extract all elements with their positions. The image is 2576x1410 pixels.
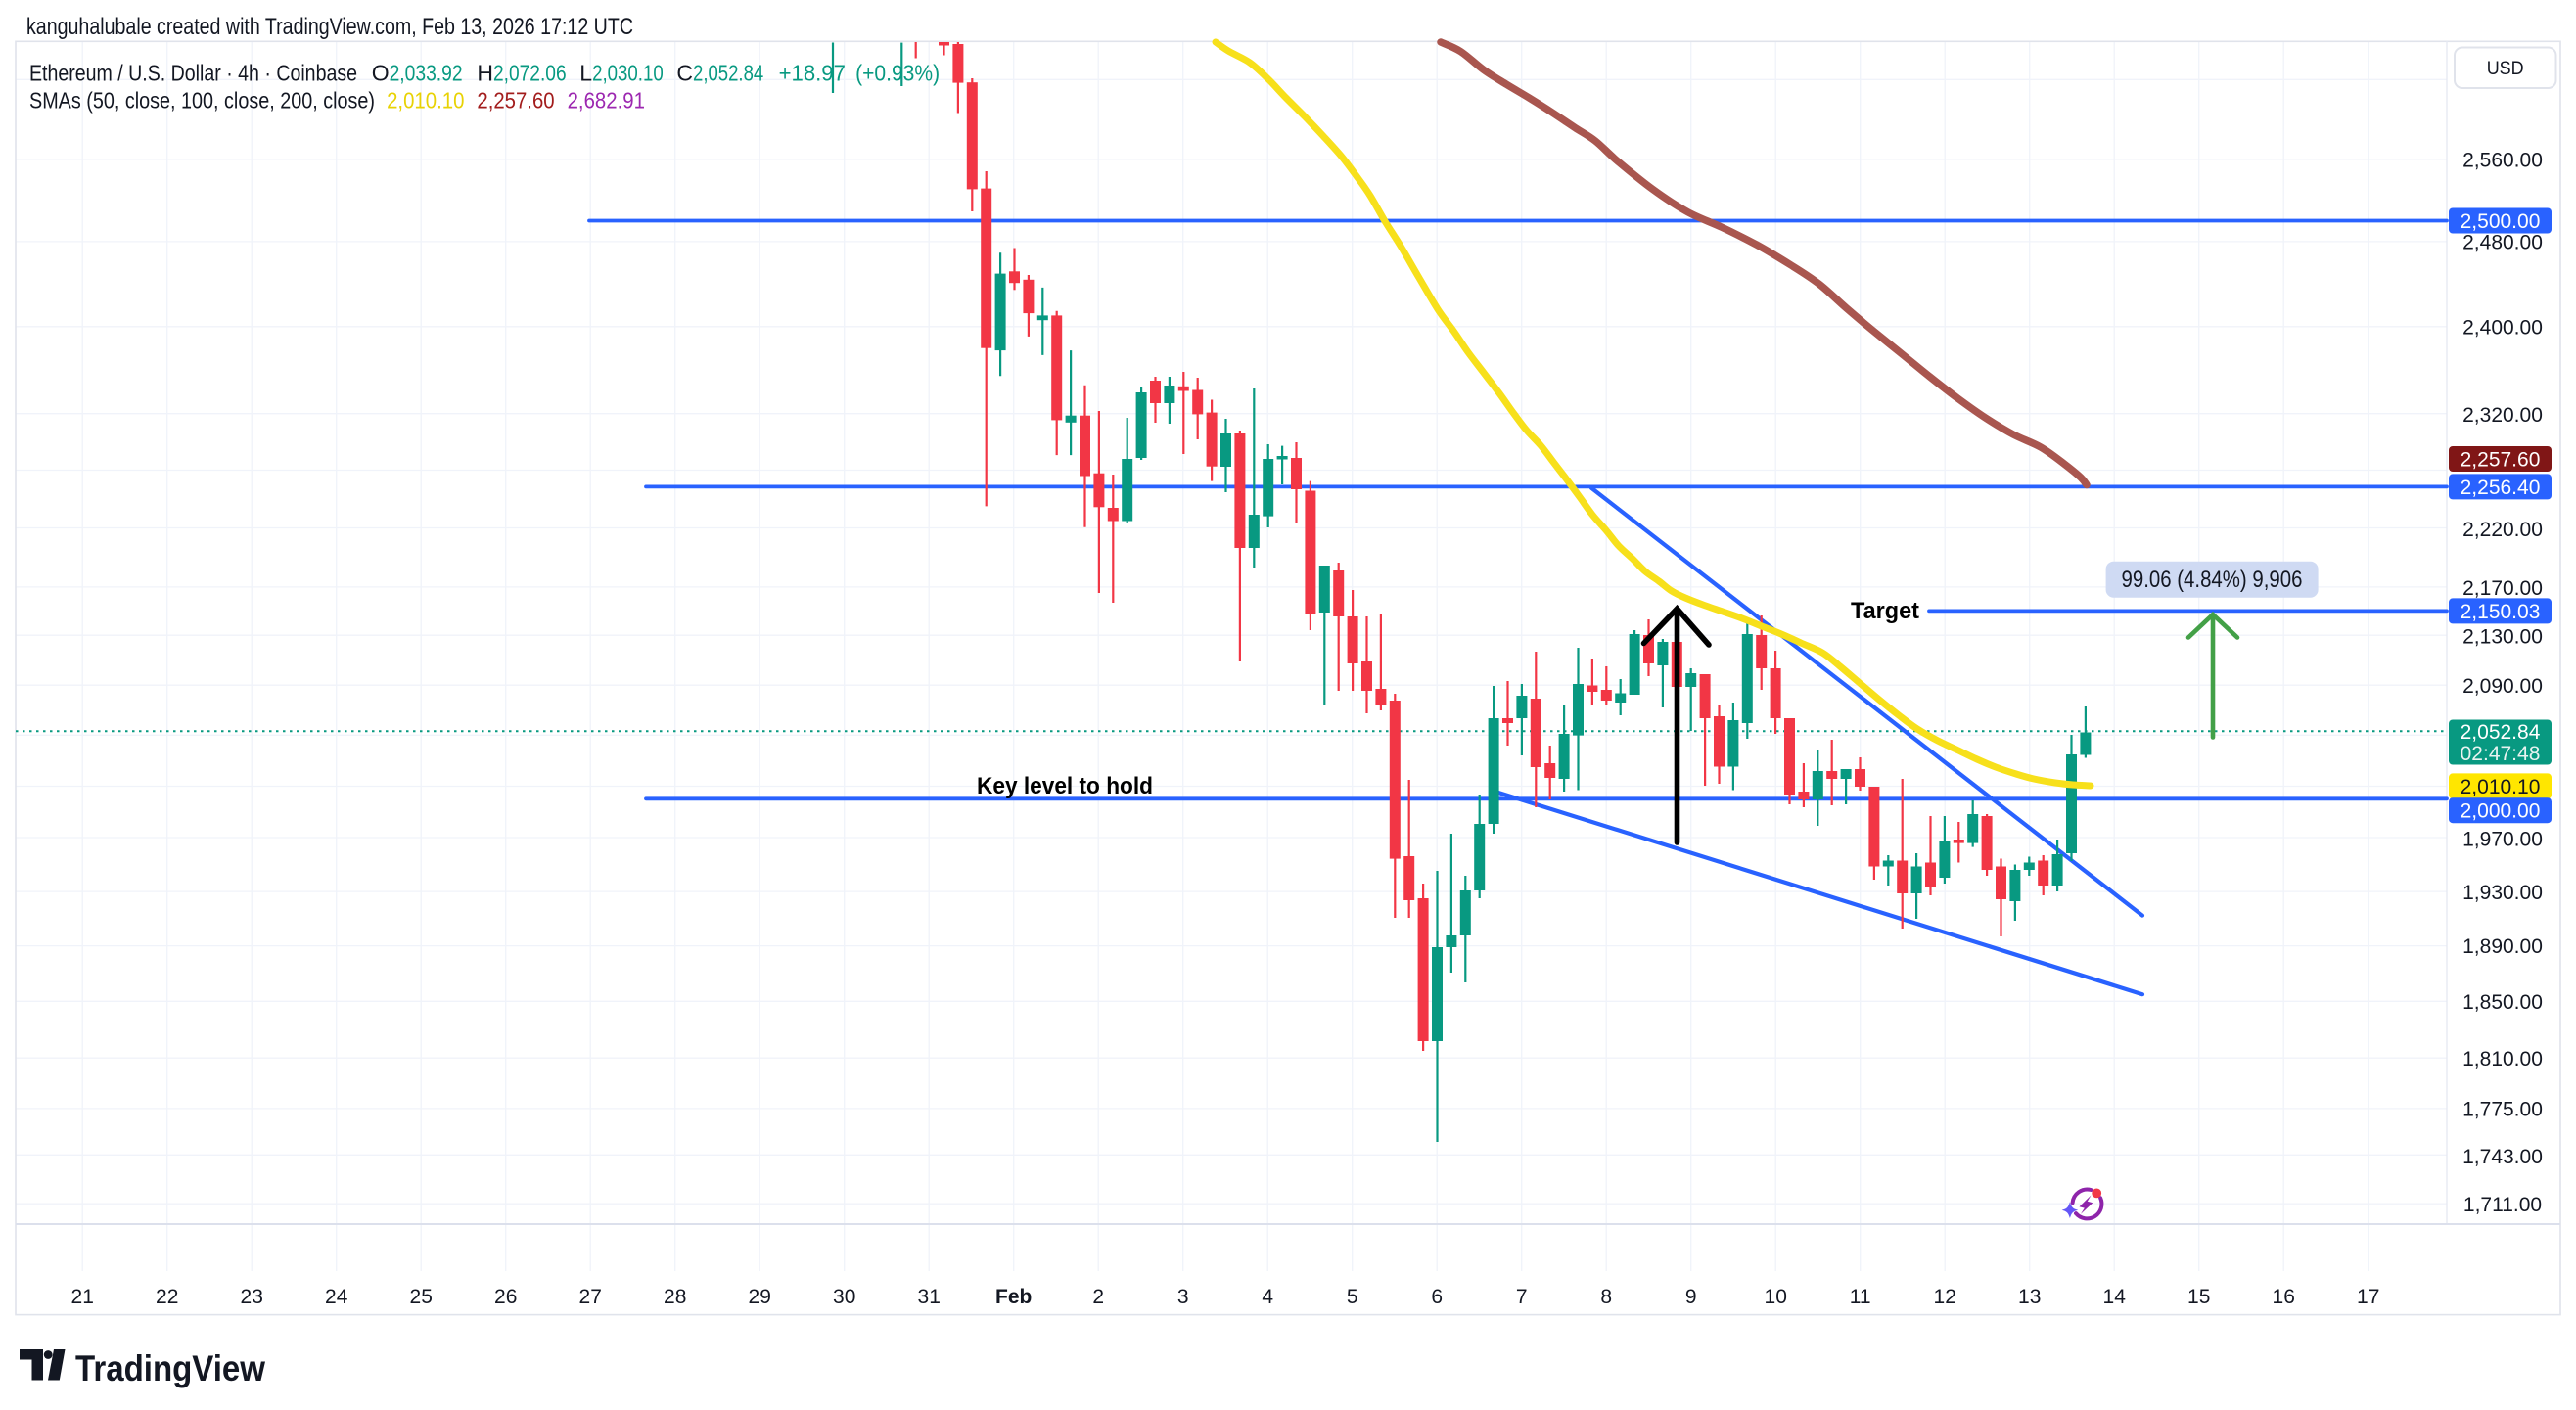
svg-text:2,130.00: 2,130.00 bbox=[2462, 626, 2543, 649]
svg-text:2,560.00: 2,560.00 bbox=[2462, 149, 2543, 171]
svg-text:1,775.00: 1,775.00 bbox=[2462, 1099, 2543, 1121]
svg-text:6: 6 bbox=[1431, 1286, 1443, 1308]
svg-text:1,810.00: 1,810.00 bbox=[2462, 1048, 2543, 1070]
svg-text:9: 9 bbox=[1685, 1286, 1697, 1308]
svg-text:USD: USD bbox=[2487, 59, 2524, 79]
svg-text:30: 30 bbox=[833, 1286, 855, 1308]
svg-text:SMAs (50, close, 100, close, 2: SMAs (50, close, 100, close, 200, close) bbox=[29, 88, 375, 114]
svg-text:1,850.00: 1,850.00 bbox=[2462, 991, 2543, 1014]
svg-text:kanguhalubale created with Tra: kanguhalubale created with TradingView.c… bbox=[26, 14, 633, 40]
svg-text:23: 23 bbox=[241, 1286, 263, 1308]
svg-text:11: 11 bbox=[1850, 1286, 1871, 1308]
svg-text:2,150.03: 2,150.03 bbox=[2461, 601, 2541, 623]
svg-text:2,400.00: 2,400.00 bbox=[2462, 316, 2543, 339]
svg-text:1,743.00: 1,743.00 bbox=[2462, 1146, 2543, 1168]
svg-text:22: 22 bbox=[156, 1286, 178, 1308]
svg-text:10: 10 bbox=[1765, 1286, 1787, 1308]
svg-text:3: 3 bbox=[1177, 1286, 1189, 1308]
svg-text:2,010.10: 2,010.10 bbox=[2461, 776, 2541, 798]
svg-text:2,030.10: 2,030.10 bbox=[592, 61, 664, 86]
svg-text:2,500.00: 2,500.00 bbox=[2461, 210, 2541, 233]
svg-text:31: 31 bbox=[918, 1286, 941, 1308]
svg-text:2,170.00: 2,170.00 bbox=[2462, 577, 2543, 600]
svg-text:2,052.84: 2,052.84 bbox=[693, 61, 763, 86]
svg-text:O: O bbox=[372, 61, 390, 86]
svg-text:16: 16 bbox=[2273, 1286, 2295, 1308]
svg-text:02:47:48: 02:47:48 bbox=[2461, 743, 2541, 765]
svg-text:1,930.00: 1,930.00 bbox=[2462, 882, 2543, 904]
svg-text:2,257.60: 2,257.60 bbox=[2461, 449, 2541, 472]
svg-text:1,970.00: 1,970.00 bbox=[2462, 828, 2543, 850]
svg-text:29: 29 bbox=[749, 1286, 771, 1308]
svg-text:TradingView: TradingView bbox=[75, 1348, 265, 1388]
svg-text:2,257.60: 2,257.60 bbox=[477, 88, 554, 114]
svg-text:4: 4 bbox=[1262, 1286, 1273, 1308]
svg-text:27: 27 bbox=[579, 1286, 602, 1308]
svg-text:7: 7 bbox=[1516, 1286, 1528, 1308]
svg-text:1,711.00: 1,711.00 bbox=[2463, 1194, 2542, 1216]
svg-text:12: 12 bbox=[1934, 1286, 1956, 1308]
svg-text:H: H bbox=[477, 61, 493, 86]
svg-text:15: 15 bbox=[2187, 1286, 2210, 1308]
svg-text:1,890.00: 1,890.00 bbox=[2462, 935, 2543, 958]
svg-text:21: 21 bbox=[71, 1286, 94, 1308]
svg-text:26: 26 bbox=[494, 1286, 517, 1308]
svg-text:Feb: Feb bbox=[995, 1286, 1032, 1308]
svg-text:Target: Target bbox=[1851, 598, 1919, 624]
svg-text:2,000.00: 2,000.00 bbox=[2461, 800, 2541, 823]
svg-text:28: 28 bbox=[664, 1286, 686, 1308]
svg-text:+18.97: +18.97 bbox=[779, 61, 846, 86]
svg-text:2,033.92: 2,033.92 bbox=[390, 61, 463, 86]
svg-text:2,090.00: 2,090.00 bbox=[2462, 675, 2543, 698]
svg-text:17: 17 bbox=[2357, 1286, 2379, 1308]
svg-text:2,072.06: 2,072.06 bbox=[493, 61, 567, 86]
svg-text:2: 2 bbox=[1092, 1286, 1104, 1308]
svg-text:2,256.40: 2,256.40 bbox=[2461, 477, 2541, 499]
svg-text:C: C bbox=[676, 61, 693, 86]
svg-text:14: 14 bbox=[2103, 1286, 2127, 1308]
svg-text:8: 8 bbox=[1600, 1286, 1612, 1308]
svg-text:Key level to hold: Key level to hold bbox=[977, 773, 1153, 799]
svg-text:24: 24 bbox=[325, 1286, 348, 1308]
svg-text:2,682.91: 2,682.91 bbox=[568, 88, 645, 114]
svg-text:5: 5 bbox=[1347, 1286, 1358, 1308]
svg-text:2,052.84: 2,052.84 bbox=[2461, 721, 2541, 744]
svg-text:2,480.00: 2,480.00 bbox=[2462, 232, 2543, 254]
svg-text:L: L bbox=[579, 61, 592, 86]
svg-text:Ethereum / U.S. Dollar · 4h ·: Ethereum / U.S. Dollar · 4h · Coinbase bbox=[29, 61, 357, 86]
svg-text:(+0.93%): (+0.93%) bbox=[855, 61, 940, 86]
svg-text:2,010.10: 2,010.10 bbox=[387, 88, 464, 114]
svg-text:2,220.00: 2,220.00 bbox=[2462, 519, 2543, 541]
svg-text:13: 13 bbox=[2018, 1286, 2041, 1308]
svg-text:2,320.00: 2,320.00 bbox=[2462, 404, 2543, 427]
svg-text:25: 25 bbox=[410, 1286, 433, 1308]
svg-text:99.06 (4.84%) 9,906: 99.06 (4.84%) 9,906 bbox=[2122, 567, 2303, 593]
